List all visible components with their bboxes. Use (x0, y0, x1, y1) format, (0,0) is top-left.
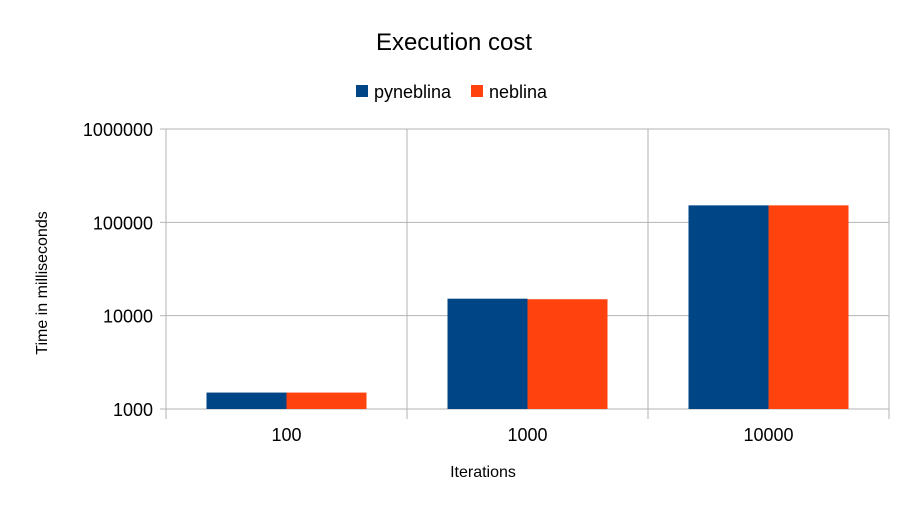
bar-pyneblina-1000 (447, 298, 528, 409)
legend-label-neblina: neblina (489, 82, 548, 102)
bar-pyneblina-100 (206, 392, 287, 409)
y-tick-label: 100000 (93, 213, 153, 233)
y-tick-label: 10000 (103, 307, 153, 327)
x-axis-ticks: 100 1000 10000 (271, 425, 793, 445)
legend-swatch-neblina (471, 85, 483, 97)
bar-neblina-10000 (768, 205, 849, 409)
bar-neblina-1000 (527, 299, 608, 409)
x-axis-label: Iterations (450, 464, 516, 481)
y-axis-label: Time in milliseconds (34, 211, 51, 354)
legend-swatch-pyneblina (356, 85, 368, 97)
legend: pyneblina neblina (356, 82, 548, 102)
legend-label-pyneblina: pyneblina (374, 82, 452, 102)
bar-pyneblina-10000 (688, 205, 769, 409)
bars (206, 205, 849, 409)
chart-title: Execution cost (376, 29, 532, 56)
bar-neblina-100 (286, 392, 367, 409)
x-tick-label: 1000 (507, 425, 547, 445)
x-tick-label: 10000 (743, 425, 793, 445)
x-tick-label: 100 (271, 425, 301, 445)
y-axis-ticks: 1000 10000 100000 1000000 (83, 120, 153, 420)
y-tick-label: 1000 (113, 400, 153, 420)
y-tick-label: 1000000 (83, 120, 153, 140)
